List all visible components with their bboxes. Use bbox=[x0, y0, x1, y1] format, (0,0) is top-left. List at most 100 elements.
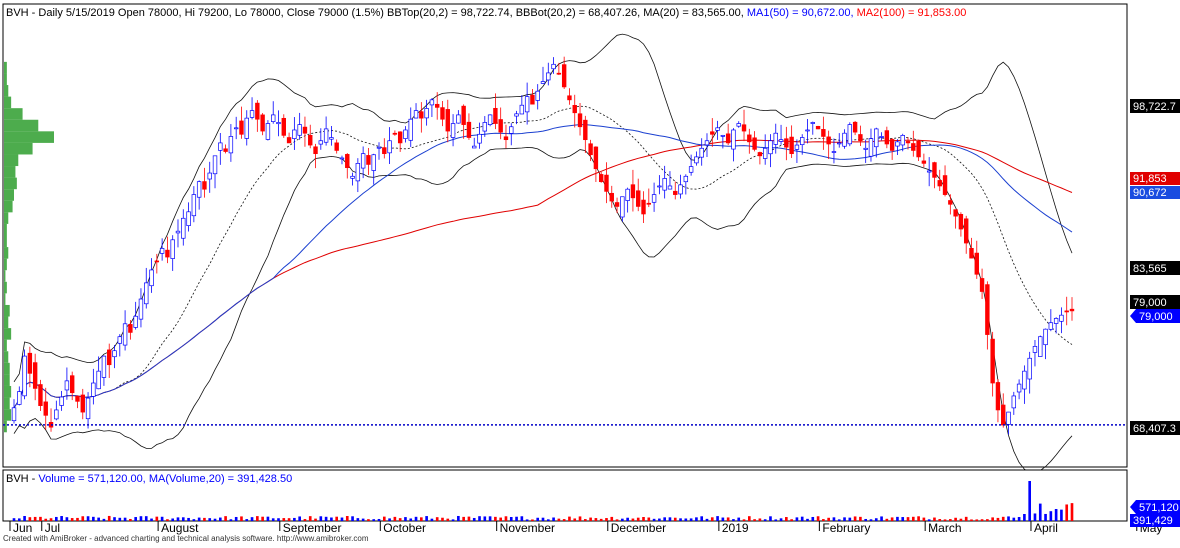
candle-body bbox=[794, 144, 800, 150]
volume-header-vol: Volume = 571,120.00, bbox=[38, 473, 145, 485]
candle bbox=[286, 132, 292, 144]
candle-body bbox=[91, 382, 96, 397]
candle-body bbox=[720, 135, 726, 137]
candle-body bbox=[255, 102, 260, 120]
candle bbox=[239, 106, 244, 139]
candle-body bbox=[651, 194, 657, 203]
candle-body bbox=[434, 103, 440, 108]
candle bbox=[498, 107, 503, 140]
candle-body bbox=[567, 95, 572, 101]
volume-header-mavol: MA(Volume,20) = 391,428.50 bbox=[149, 473, 292, 485]
volume-profile-bar bbox=[4, 409, 12, 421]
volume-header-symbol: BVH bbox=[6, 473, 29, 485]
candle-body bbox=[22, 355, 27, 397]
candle-body bbox=[831, 151, 837, 153]
candle bbox=[715, 120, 720, 140]
volume-profile-bar bbox=[4, 316, 9, 329]
candle bbox=[953, 209, 958, 229]
candle-body bbox=[408, 118, 413, 141]
candle bbox=[350, 172, 355, 186]
candle bbox=[551, 57, 556, 74]
candle-body bbox=[509, 126, 514, 134]
candle-body bbox=[503, 136, 509, 141]
candle bbox=[535, 84, 540, 110]
candle bbox=[371, 153, 376, 185]
volume-profile-bar bbox=[4, 270, 6, 282]
candle bbox=[879, 132, 884, 141]
candle bbox=[91, 368, 96, 405]
candle-body bbox=[302, 126, 308, 134]
price-header-ma2: MA2(100) = 91,853.00 bbox=[854, 7, 967, 19]
candle bbox=[434, 92, 440, 120]
candle-body bbox=[249, 110, 255, 118]
candle bbox=[456, 110, 461, 124]
candle bbox=[598, 172, 604, 183]
volume-bars bbox=[12, 481, 1074, 521]
candle bbox=[1048, 309, 1054, 332]
candle-body bbox=[657, 185, 662, 188]
bbbot-label: 68,407.3 bbox=[1133, 423, 1176, 435]
volume-profile-bar bbox=[4, 189, 14, 201]
candle-body bbox=[540, 81, 546, 84]
candle-body bbox=[1032, 346, 1038, 353]
candle-body bbox=[577, 113, 583, 128]
candle-body bbox=[747, 134, 752, 143]
candle bbox=[244, 110, 249, 146]
candle-body bbox=[329, 137, 334, 140]
candle bbox=[614, 197, 620, 214]
candle bbox=[773, 123, 778, 154]
candle bbox=[329, 125, 334, 146]
candle bbox=[974, 240, 979, 279]
candle bbox=[630, 169, 636, 212]
month-label: Jun bbox=[13, 521, 32, 535]
mavol-label: 391,429 bbox=[1133, 515, 1173, 527]
candle-body bbox=[149, 269, 154, 287]
candle bbox=[112, 345, 117, 369]
volume-profile-bar bbox=[4, 258, 7, 271]
candle bbox=[852, 120, 858, 136]
candle-body bbox=[1001, 404, 1006, 426]
candle bbox=[11, 399, 17, 424]
candle bbox=[900, 133, 905, 152]
candle-body bbox=[815, 125, 821, 130]
candle bbox=[704, 133, 710, 158]
candle bbox=[678, 174, 683, 199]
candle bbox=[165, 236, 170, 264]
candle-body bbox=[768, 140, 773, 155]
candle bbox=[874, 127, 879, 158]
candle-body bbox=[1038, 336, 1043, 357]
candle bbox=[207, 161, 212, 193]
volume-profile-bar bbox=[4, 281, 7, 294]
candle bbox=[202, 167, 207, 198]
candle bbox=[530, 88, 535, 105]
volume-label: 571,120 bbox=[1139, 502, 1179, 514]
candle-body bbox=[667, 185, 673, 190]
candle bbox=[360, 146, 366, 179]
volume-profile-bar bbox=[4, 119, 39, 132]
candle-body bbox=[530, 94, 535, 105]
candle bbox=[302, 116, 308, 147]
candle-body bbox=[339, 157, 345, 160]
candle bbox=[509, 123, 514, 146]
candle-body bbox=[921, 160, 927, 164]
candle-body bbox=[762, 147, 768, 159]
candle bbox=[32, 353, 38, 401]
candle-body bbox=[128, 324, 133, 333]
ma20-label: 83,565 bbox=[1133, 263, 1167, 275]
candle-body bbox=[614, 202, 620, 207]
candle-body bbox=[445, 109, 450, 132]
candle bbox=[122, 310, 128, 351]
candle-body bbox=[472, 145, 477, 149]
candle bbox=[196, 180, 202, 210]
candle-body bbox=[297, 124, 302, 136]
candle bbox=[22, 349, 27, 400]
candle bbox=[212, 155, 218, 189]
candle-body bbox=[620, 196, 625, 218]
candle bbox=[255, 100, 260, 132]
candle-body bbox=[498, 119, 503, 133]
candle bbox=[794, 139, 800, 163]
candle bbox=[17, 386, 22, 406]
candle-body bbox=[974, 252, 979, 275]
candle bbox=[313, 143, 318, 169]
